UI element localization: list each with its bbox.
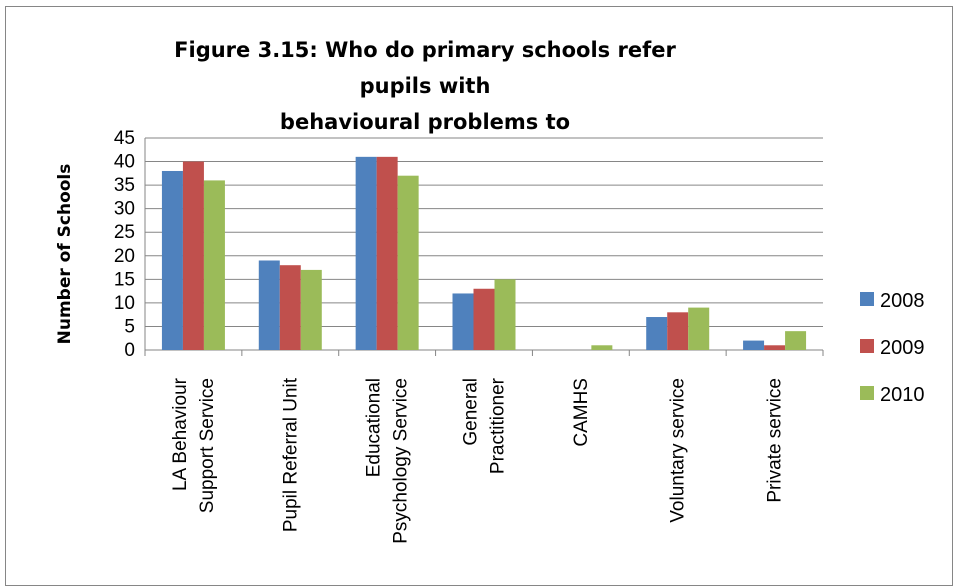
bar-2009-6 (764, 345, 786, 350)
bar-2008-1 (258, 260, 280, 350)
legend-label-2010: 2010 (880, 384, 925, 406)
bar-2010-4 (591, 345, 613, 350)
legend-label-2008: 2008 (880, 290, 925, 312)
legend-swatch-2010 (860, 386, 874, 400)
bar-2008-2 (355, 156, 377, 350)
category-label: Private service (765, 378, 786, 503)
bar-2008-6 (743, 340, 765, 350)
bar-2008-3 (452, 293, 474, 350)
legend-swatch-2009 (860, 339, 874, 353)
legend-swatch-2008 (860, 292, 874, 306)
chart-title-line-2: behavioural problems to (279, 110, 571, 134)
y-tick-label: 0 (124, 340, 135, 361)
y-tick-label: 20 (114, 246, 135, 267)
bar-2009-3 (473, 288, 495, 350)
y-tick-label: 15 (114, 269, 135, 290)
bar-2010-3 (494, 279, 516, 350)
bar-2009-5 (667, 312, 689, 350)
bar-2009-0 (182, 161, 204, 350)
category-label: Psychology Service (391, 378, 412, 544)
bar-2010-5 (688, 307, 710, 350)
y-tick-label: 35 (114, 175, 135, 196)
chart-title-line-1: Figure 3.15: Who do primary schools refe… (174, 38, 676, 98)
category-label: Support Service (197, 378, 218, 513)
category-label: Practitioner (488, 377, 509, 474)
y-tick-label: 5 (124, 316, 135, 337)
legend-label-2009: 2009 (880, 337, 925, 359)
category-label: Educational (364, 378, 385, 477)
bar-2010-6 (785, 331, 807, 350)
bar-2010-1 (300, 269, 322, 350)
bar-2009-1 (279, 265, 301, 350)
chart-title: Figure 3.15: Who do primary schools refe… (140, 32, 710, 140)
y-tick-label: 40 (114, 152, 135, 173)
bar-2008-5 (646, 317, 668, 350)
category-label: Pupil Referral Unit (280, 377, 301, 532)
y-tick-label: 25 (114, 222, 135, 243)
category-label: Voluntary service (668, 378, 689, 523)
category-label: General (461, 378, 482, 446)
category-label: CAMHS (571, 378, 592, 447)
y-tick-label: 30 (114, 199, 135, 220)
bar-2010-0 (203, 180, 225, 350)
y-tick-label: 45 (114, 128, 135, 149)
bar-2010-2 (397, 175, 419, 350)
bar-2008-0 (161, 170, 183, 350)
bar-2009-2 (376, 156, 398, 350)
category-label: LA Behaviour (170, 377, 191, 491)
y-axis-title: Number of Schools (55, 164, 75, 345)
y-tick-label: 10 (114, 293, 135, 314)
